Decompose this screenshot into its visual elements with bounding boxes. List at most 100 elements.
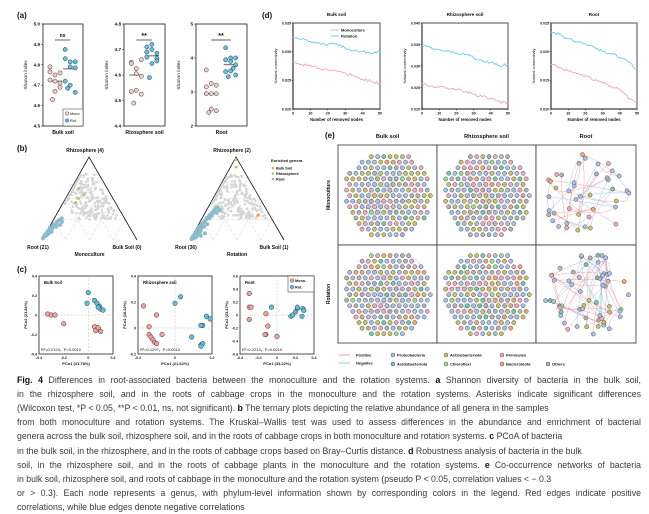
y-tick-label: 0.030: [411, 64, 420, 68]
network-node: [387, 210, 393, 215]
non-enriched-genus-point: [97, 212, 100, 216]
non-enriched-genus-point: [238, 217, 241, 221]
monoculture-point: [362, 78, 364, 80]
network-node: [378, 226, 384, 232]
network-node: [396, 215, 402, 221]
caption-line: correlations, while blue edges denote ne…: [17, 501, 641, 513]
network-node: [471, 159, 476, 165]
rotation-point: [607, 53, 609, 55]
network-node: [471, 182, 476, 187]
rotation-point: [569, 38, 571, 40]
phylum-icon: [390, 352, 396, 358]
network-node: [511, 309, 517, 314]
network-node: [412, 198, 418, 204]
network-node: [495, 292, 501, 297]
network-node: [372, 314, 377, 320]
rotation-point: [467, 54, 469, 56]
x-tick-label: 10: [566, 112, 570, 116]
network-edge: [601, 273, 610, 313]
network-node: [369, 165, 374, 171]
monoculture-point: [426, 85, 428, 87]
monoculture-point: [327, 69, 329, 71]
network-node: [587, 255, 593, 261]
network-node: [520, 193, 526, 198]
non-enriched-genus-point: [254, 217, 258, 220]
non-enriched-genus-point: [235, 175, 238, 179]
network-node: [499, 154, 504, 159]
network-node: [381, 331, 387, 337]
rotation-point: [462, 52, 464, 54]
network-node: [477, 303, 483, 309]
network-node: [480, 286, 486, 292]
network-node: [365, 292, 371, 297]
network-node: [381, 176, 387, 182]
network-node: [347, 182, 353, 187]
significance-label: **: [218, 33, 224, 40]
rotation-sample-point: [100, 307, 106, 313]
monoculture-point: [504, 101, 506, 103]
network-node: [415, 314, 421, 320]
monoculture-point: [462, 91, 464, 93]
y-tick-label: -0.2: [130, 352, 136, 356]
network-node: [483, 269, 489, 275]
network-node: [523, 210, 529, 215]
caption-line: or > 0.3). Each node represents a genus,…: [17, 487, 641, 499]
network-node: [517, 264, 523, 270]
network-node: [517, 297, 523, 303]
rotation-point: [438, 49, 440, 51]
network-node: [362, 210, 368, 215]
network-node: [455, 264, 461, 270]
network-node: [409, 269, 415, 275]
non-enriched-genus-point: [103, 200, 106, 204]
rotation-point: [609, 53, 610, 55]
network-node: [415, 303, 421, 309]
network-node: [400, 320, 405, 325]
x-tick-label: -0.2: [135, 356, 141, 360]
rotation-line: [550, 31, 638, 70]
network-node: [421, 303, 427, 309]
monoculture-point: [617, 88, 619, 90]
network-node: [353, 193, 359, 198]
legend-label: Rhizosphere: [276, 172, 299, 176]
non-enriched-genus-point: [74, 197, 78, 200]
network-node: [369, 320, 374, 325]
network-node: [474, 264, 479, 270]
legend-mono-icon: [290, 278, 295, 283]
network-node: [381, 264, 387, 270]
rotation-point: [552, 32, 554, 34]
network-edge: [386, 272, 403, 301]
mono-point: [50, 97, 55, 102]
network-node: [580, 152, 585, 157]
x-tick-label: 0.4: [312, 356, 317, 360]
network-node: [483, 281, 489, 286]
network-node: [375, 154, 380, 159]
network-node: [562, 320, 567, 326]
x-tick-label: 20: [583, 112, 587, 116]
network-node: [508, 269, 514, 275]
monoculture-point: [351, 75, 353, 77]
network-node: [499, 165, 504, 171]
network-node: [455, 221, 461, 226]
rotation-point: [454, 52, 456, 54]
network-node: [461, 275, 467, 281]
network-node: [505, 176, 510, 182]
non-enriched-genus-point: [220, 194, 223, 197]
rotation-point: [626, 60, 628, 62]
network-node: [347, 303, 353, 309]
network-node: [356, 198, 362, 204]
rotation-point: [443, 50, 445, 52]
network-node: [353, 215, 359, 221]
rhizosphere-enriched-point: [234, 165, 238, 169]
monoculture-point: [493, 98, 495, 100]
network-node: [409, 226, 415, 232]
x-tick-label: 20: [326, 112, 330, 116]
network-node: [350, 297, 356, 303]
network-node: [486, 264, 492, 270]
network-node: [415, 182, 421, 187]
y-axis-label: PCo2 (21.81%): [23, 301, 28, 329]
ternary-gridline: [236, 198, 261, 241]
network-node: [387, 165, 393, 171]
network-node: [508, 215, 514, 221]
network-node: [464, 193, 470, 198]
network-node: [365, 204, 371, 210]
